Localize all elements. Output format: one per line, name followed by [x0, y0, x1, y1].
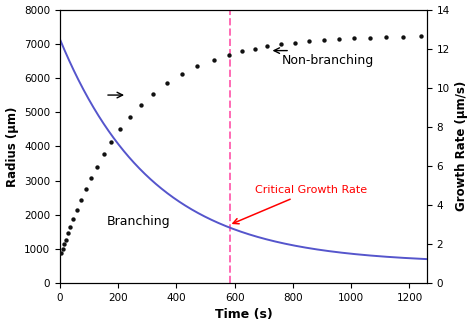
Point — [108, 139, 115, 145]
Y-axis label: Growth Rate (μm/s): Growth Rate (μm/s) — [456, 81, 468, 212]
Point — [238, 49, 246, 54]
Point — [77, 198, 85, 203]
Point — [277, 42, 284, 47]
Point — [178, 71, 185, 77]
Point — [137, 102, 145, 108]
Point — [61, 242, 68, 247]
Point — [305, 39, 313, 44]
Point — [126, 114, 134, 120]
Text: Critical Growth Rate: Critical Growth Rate — [233, 185, 367, 224]
Point — [73, 207, 81, 213]
Point — [251, 46, 258, 51]
Point — [82, 187, 90, 192]
Point — [194, 63, 201, 69]
Point — [64, 231, 72, 236]
Point — [62, 237, 70, 243]
Point — [59, 246, 67, 251]
Point — [383, 34, 390, 40]
Text: Non-branching: Non-branching — [282, 54, 374, 67]
Point — [417, 34, 425, 39]
Point — [116, 127, 124, 132]
Point — [164, 80, 171, 86]
Point — [70, 216, 77, 221]
Point — [58, 250, 65, 256]
X-axis label: Time (s): Time (s) — [215, 308, 272, 321]
Point — [399, 34, 407, 39]
Point — [87, 176, 95, 181]
Y-axis label: Radius (μm): Radius (μm) — [6, 106, 18, 186]
Point — [335, 37, 343, 42]
Point — [350, 36, 358, 41]
Point — [100, 152, 108, 157]
Point — [225, 52, 233, 58]
Point — [93, 164, 100, 169]
Point — [291, 40, 299, 45]
Point — [366, 35, 374, 40]
Point — [320, 38, 328, 43]
Text: Branching: Branching — [107, 215, 171, 228]
Point — [149, 91, 157, 96]
Point — [210, 57, 218, 62]
Point — [67, 224, 74, 229]
Point — [264, 44, 271, 49]
